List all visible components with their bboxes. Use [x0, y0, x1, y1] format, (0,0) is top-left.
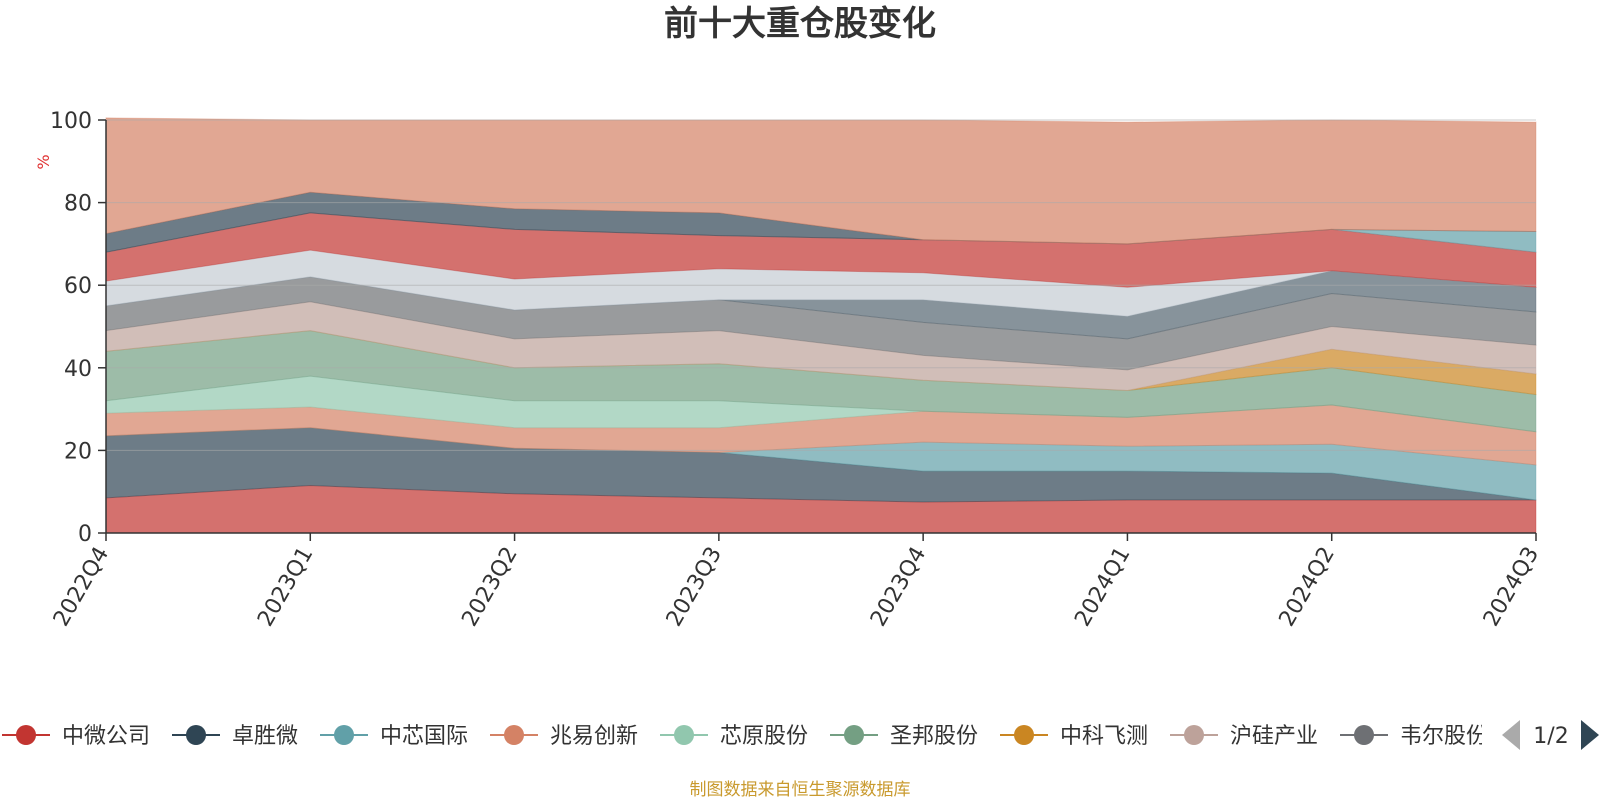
legend-item-5[interactable]: 圣邦股份 [830, 724, 978, 749]
legend-marker [186, 725, 206, 745]
area-series-11[interactable] [105, 212, 1537, 288]
legend-items: 中微公司 卓胜微 中芯国际 兆易创新 芯原股份 圣邦股份 中科飞测 沪硅产业 韦尔股份 [2, 724, 1488, 749]
legend-item-7[interactable]: 沪硅产业 [1170, 724, 1318, 749]
x-tick-label-1: 2023Q1 [253, 543, 318, 631]
legend-next-page-icon[interactable] [1581, 720, 1599, 750]
legend-label: 中科飞测 [1060, 724, 1148, 749]
legend-item-6[interactable]: 中科飞测 [1000, 724, 1148, 749]
legend-marker [1184, 725, 1204, 745]
y-tick-label-4: 80 [64, 192, 92, 217]
x-tick-label-5: 2024Q1 [1070, 543, 1135, 631]
x-tick-label-6: 2024Q2 [1275, 543, 1340, 631]
legend-item-4[interactable]: 芯原股份 [660, 724, 808, 749]
legend-item-2[interactable]: 中芯国际 [320, 724, 468, 749]
y-tick-label-0: 0 [78, 522, 92, 547]
legend-label: 中芯国际 [380, 724, 468, 749]
y-axis-unit: % [34, 154, 53, 169]
x-tick-label-4: 2023Q4 [866, 543, 931, 631]
area-layers [105, 117, 1537, 534]
x-tick-label-3: 2023Q3 [662, 543, 727, 631]
legend-marker [1014, 725, 1034, 745]
legend-label: 韦尔股份 [1400, 724, 1488, 749]
legend-item-8[interactable]: 韦尔股份 [1340, 724, 1488, 749]
legend-item-0[interactable]: 中微公司 [2, 724, 150, 749]
legend-marker [16, 725, 36, 745]
y-tick-label-2: 40 [64, 357, 92, 382]
legend-label: 中微公司 [62, 724, 150, 749]
legend-marker [1354, 725, 1374, 745]
legend-marker [504, 725, 524, 745]
legend-marker [334, 725, 354, 745]
legend-page-indicator: 1/2 [1533, 724, 1568, 749]
legend-marker [674, 725, 694, 745]
legend-label: 圣邦股份 [890, 724, 978, 749]
legend-label: 沪硅产业 [1230, 724, 1318, 749]
x-tick-label-7: 2024Q3 [1479, 543, 1544, 631]
legend-label: 兆易创新 [550, 724, 638, 749]
chart-title: 前十大重仓股变化 [664, 4, 936, 44]
legend-label: 卓胜微 [232, 724, 298, 749]
legend-label: 芯原股份 [720, 724, 808, 749]
y-tick-label-5: 100 [50, 109, 92, 134]
x-tick-label-0: 2022Q4 [49, 543, 114, 631]
grid-lines [106, 119, 1536, 451]
legend-marker [844, 725, 864, 745]
y-tick-label-1: 20 [64, 439, 92, 464]
legend: 中微公司 卓胜微 中芯国际 兆易创新 芯原股份 圣邦股份 中科飞测 沪硅产业 韦尔股份 1/2 [2, 720, 1599, 750]
legend-prev-page-icon[interactable] [1502, 720, 1520, 750]
source-note: 制图数据来自恒生聚源数据库 [690, 780, 911, 800]
legend-item-3[interactable]: 兆易创新 [490, 724, 638, 749]
legend-item-1[interactable]: 卓胜微 [172, 724, 298, 749]
area-series-5[interactable] [105, 330, 1537, 433]
x-tick-label-2: 2023Q2 [457, 543, 522, 631]
y-tick-label-3: 60 [64, 274, 92, 299]
